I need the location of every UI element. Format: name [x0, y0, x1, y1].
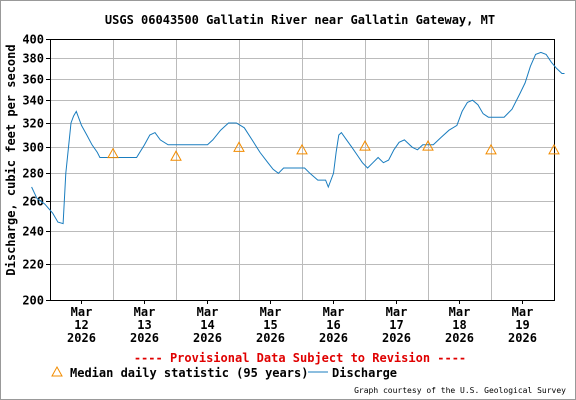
- x-tick-label: 13: [137, 318, 151, 332]
- x-tick-label: Mar: [449, 305, 471, 319]
- legend-discharge-label: Discharge: [332, 366, 397, 380]
- y-tick-label: 300: [22, 141, 44, 155]
- x-tick-labels: Mar122026Mar132026Mar142026Mar152026Mar1…: [67, 305, 537, 345]
- x-tick-label: 2026: [319, 331, 348, 345]
- x-tick-label: Mar: [197, 305, 219, 319]
- y-tick-labels: 200 220 240 260 280 300 320 340 360 380 400: [22, 33, 44, 308]
- x-tick-label: 18: [452, 318, 466, 332]
- plot-area-border: [50, 39, 555, 301]
- discharge-line: [31, 51, 565, 225]
- y-tick-label: 320: [22, 117, 44, 131]
- median-point: [359, 140, 371, 151]
- x-tick-label: Mar: [71, 305, 93, 319]
- x-tick-label: 2026: [130, 331, 159, 345]
- y-tick-label: 400: [22, 33, 44, 47]
- y-tick-label: 240: [22, 225, 44, 239]
- x-tick-label: 19: [515, 318, 529, 332]
- median-point: [548, 143, 560, 155]
- x-tick-label: 12: [74, 318, 88, 332]
- legend: Median daily statistic (95 years) Discha…: [51, 365, 397, 380]
- median-point: [233, 141, 245, 152]
- y-tick-label: 260: [22, 195, 44, 209]
- median-point: [422, 140, 434, 151]
- x-tick-label: Mar: [323, 305, 345, 319]
- x-tick-label: 2026: [382, 331, 411, 345]
- x-tick-label: 17: [389, 318, 403, 332]
- x-tick-label: 2026: [256, 331, 285, 345]
- provisional-banner: ---- Provisional Data Subject to Revisio…: [134, 351, 466, 365]
- x-tick-label: 2026: [67, 331, 96, 345]
- legend-median-triangle-icon: [51, 365, 63, 377]
- y-tick-label: 220: [22, 258, 44, 272]
- chart-title: USGS 06043500 Gallatin River near Gallat…: [105, 13, 495, 27]
- legend-median-label: Median daily statistic (95 years): [70, 366, 308, 380]
- x-tick-label: Mar: [260, 305, 282, 319]
- y-tick-label: 380: [22, 52, 44, 66]
- y-tick-label: 280: [22, 167, 44, 181]
- series-marks: [31, 51, 565, 225]
- x-tick-label: 2026: [193, 331, 222, 345]
- y-axis-label: Discharge, cubic feet per second: [4, 44, 18, 275]
- median-point: [485, 143, 497, 155]
- x-tick-label: Mar: [512, 305, 534, 319]
- x-tick-label: Mar: [134, 305, 156, 319]
- y-tick-label: 360: [22, 73, 44, 87]
- x-tick-label: 2026: [445, 331, 474, 345]
- y-tick-label: 200: [22, 294, 44, 308]
- median-point: [296, 143, 308, 155]
- usgs-credit: Graph courtesy of the U.S. Geological Su…: [354, 386, 566, 395]
- x-tick-label: 15: [263, 318, 277, 332]
- x-tick-label: 14: [200, 318, 214, 332]
- x-tick-label: Mar: [386, 305, 408, 319]
- median-point: [107, 147, 119, 159]
- x-tick-label: 16: [326, 318, 340, 332]
- x-tick-label: 2026: [508, 331, 537, 345]
- median-point: [170, 150, 182, 161]
- y-tick-label: 340: [22, 94, 44, 108]
